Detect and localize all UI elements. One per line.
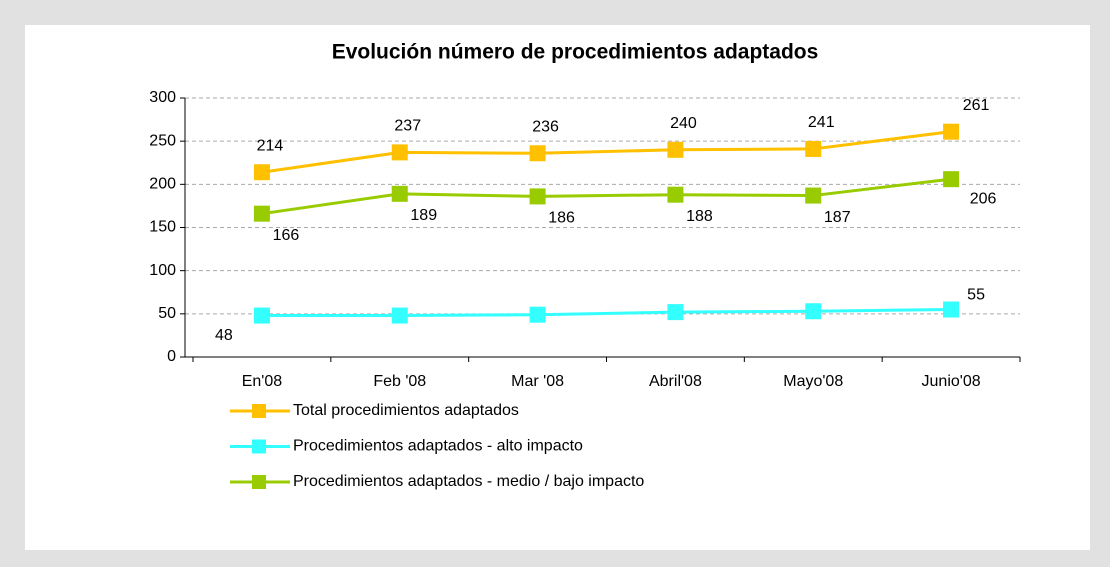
y-tick-label: 300 (149, 89, 176, 106)
data-point (253, 307, 270, 324)
data-label: 186 (548, 210, 575, 227)
x-tick-label: Junio'08 (922, 373, 981, 390)
y-tick-label: 150 (149, 219, 176, 236)
data-label: 261 (963, 97, 990, 114)
x-tick-label: En'08 (242, 373, 283, 390)
x-tick-label: Mar '08 (511, 373, 564, 390)
y-tick-label: 100 (149, 262, 176, 279)
data-label: 55 (967, 287, 985, 304)
data-label: 236 (532, 118, 559, 135)
legend-label: Total procedimientos adaptados (293, 402, 519, 419)
data-label: 241 (808, 114, 835, 131)
chart-area (25, 25, 1090, 550)
data-point (391, 185, 408, 202)
data-point (667, 186, 684, 203)
x-tick-label: Mayo'08 (783, 373, 843, 390)
data-label: 206 (970, 190, 997, 207)
y-tick-label: 250 (149, 132, 176, 149)
y-tick-label: 50 (158, 305, 176, 322)
data-point (943, 171, 960, 188)
data-label: 187 (824, 209, 851, 226)
data-point (253, 205, 270, 222)
data-point (391, 144, 408, 161)
data-label: 214 (257, 137, 284, 154)
data-point (253, 164, 270, 181)
data-point (805, 187, 822, 204)
data-point (805, 303, 822, 320)
y-tick-label: 200 (149, 176, 176, 193)
data-point (667, 304, 684, 321)
legend-label: Procedimientos adaptados - alto impacto (293, 438, 583, 455)
legend-marker (252, 439, 266, 454)
data-point (529, 188, 546, 205)
y-tick-label: 0 (167, 348, 176, 365)
data-label: 166 (273, 227, 300, 244)
legend-marker (252, 475, 266, 489)
data-point (943, 301, 960, 318)
data-point (805, 140, 822, 157)
data-label: 188 (686, 208, 713, 225)
data-point (667, 141, 684, 158)
chart-title: Evolución número de procedimientos adapt… (332, 41, 819, 64)
data-point (391, 307, 408, 324)
x-tick-label: Feb '08 (373, 373, 426, 390)
series-line (261, 177, 952, 216)
legend-label: Procedimientos adaptados - medio / bajo … (293, 473, 644, 490)
data-point (943, 123, 960, 140)
data-point (529, 145, 546, 162)
series-line (261, 130, 952, 174)
legend-marker (252, 404, 266, 418)
data-label: 48 (215, 327, 233, 344)
data-label: 240 (670, 115, 697, 132)
data-label: 189 (410, 207, 437, 224)
series-line (261, 308, 952, 318)
data-label: 237 (394, 118, 421, 135)
data-point (529, 306, 546, 323)
x-tick-label: Abril'08 (649, 373, 702, 390)
